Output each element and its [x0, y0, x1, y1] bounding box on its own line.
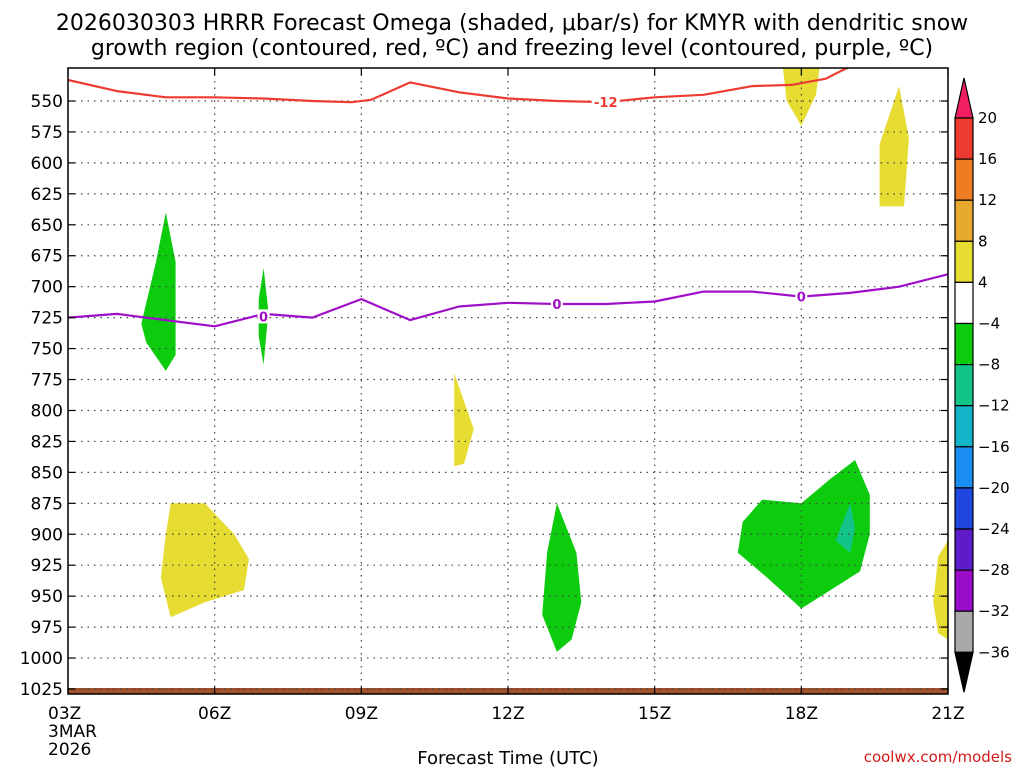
y-tick-label-675: 675 — [31, 247, 63, 267]
y-tick-label-925: 925 — [31, 556, 63, 576]
colorbar-box-7 — [954, 364, 974, 407]
colorbar-label-5: −4 — [978, 315, 1000, 333]
y-tick-label-600: 600 — [31, 154, 63, 174]
omega-positive-2 — [879, 86, 909, 207]
dendritic-growth -12C-line — [68, 68, 851, 104]
colorbar-box-10 — [954, 487, 974, 530]
y-tick-label-1000: 1000 — [20, 649, 63, 669]
colorbar-label-11: −28 — [978, 561, 1010, 579]
plot-area: -12 0 0 0 550 575 600 625 650 675 700 725 750 775 800 8… — [20, 67, 965, 724]
colorbar-box-3 — [954, 199, 974, 242]
y-tick-label-950: 950 — [31, 587, 63, 607]
colorbar-label-4: 4 — [978, 273, 988, 291]
colorbar: 20 16 12 8 4 −4 −8 −12 −16 −20 −24 −28 −32 −36 — [954, 77, 1010, 693]
colorbar-bottom-arrow — [954, 651, 974, 693]
y-tick-label-775: 775 — [31, 371, 63, 391]
colorbar-box-13 — [954, 610, 974, 653]
contour-label-3: 0 — [797, 291, 806, 306]
x-axis-title: Forecast Time (UTC) — [417, 748, 598, 768]
freezing-level 0C-line — [68, 273, 948, 328]
y-tick-label-825: 825 — [31, 432, 63, 452]
colorbar-box-8 — [954, 405, 974, 448]
x-tick-label-21: 21Z — [931, 704, 964, 724]
omega-negative-1 — [141, 212, 176, 371]
colorbar-box-5 — [954, 281, 974, 325]
y-tick-label-850: 850 — [31, 463, 63, 483]
y-tick-label-750: 750 — [31, 340, 63, 360]
colorbar-label-3: 8 — [978, 232, 988, 250]
y-tick-label-700: 700 — [31, 278, 63, 298]
colorbar-label-1: 16 — [978, 150, 997, 168]
y-tick-label-550: 550 — [31, 92, 63, 112]
y-tick-label-800: 800 — [31, 401, 63, 421]
plot-contents: -12 0 0 0 — [68, 68, 948, 694]
colorbar-label-10: −24 — [978, 520, 1010, 538]
y-tick-label-875: 875 — [31, 494, 63, 514]
x-tick-label-9: 09Z — [345, 704, 378, 724]
colorbar-label-2: 12 — [978, 191, 997, 209]
y-tick-label-650: 650 — [31, 216, 63, 236]
colorbar-box-9 — [954, 446, 974, 489]
colorbar-top-arrow — [954, 77, 974, 119]
omega-negative-3 — [542, 503, 582, 652]
x-tick-label-12: 12Z — [491, 704, 524, 724]
contour-label-bg-1 — [257, 309, 270, 324]
contour-label-2: 0 — [552, 298, 561, 313]
colorbar-label-0: 20 — [978, 109, 997, 127]
y-tick-label-625: 625 — [31, 185, 63, 205]
x-tick-label-6: 06Z — [198, 704, 231, 724]
contour-label-bg-0 — [591, 95, 620, 110]
y-tick-label-975: 975 — [31, 618, 63, 638]
credit-text: coolwx.com/models — [864, 748, 1012, 766]
y-tick-label-575: 575 — [31, 123, 63, 143]
colorbar-box-2 — [954, 158, 974, 201]
colorbar-label-8: −16 — [978, 438, 1010, 456]
y-tick-label-900: 900 — [31, 525, 63, 545]
colorbar-label-13: −36 — [978, 643, 1010, 661]
colorbar-label-12: −32 — [978, 602, 1010, 620]
x-tick-label-3: 03Z — [48, 704, 81, 724]
contour-label-0: -12 — [594, 96, 618, 111]
colorbar-label-7: −12 — [978, 397, 1010, 415]
chart-title-line-2: growth region (contoured, red, ºC) and f… — [91, 36, 933, 61]
x-start-date-month: 3MAR — [48, 722, 97, 742]
colorbar-label-6: −8 — [978, 356, 1000, 374]
x-start-date-year: 2026 — [48, 740, 91, 760]
omega-positive-5 — [933, 540, 948, 640]
x-tick-label-18: 18Z — [785, 704, 818, 724]
colorbar-box-4 — [954, 240, 974, 284]
x-tick-label-15: 15Z — [638, 704, 671, 724]
colorbar-box-11 — [954, 528, 974, 571]
omega-negative-5 — [835, 503, 856, 553]
omega-positive-4 — [160, 503, 249, 618]
colorbar-box-6 — [954, 322, 974, 366]
y-tick-label-725: 725 — [31, 309, 63, 329]
y-tick-label-1025: 1025 — [20, 680, 63, 700]
chart-title-line-1: 2026030303 HRRR Forecast Omega (shaded, … — [56, 11, 968, 36]
contour-label-bg-3 — [795, 289, 808, 304]
colorbar-box-1 — [954, 117, 974, 160]
colorbar-box-12 — [954, 569, 974, 612]
contour-label-bg-2 — [550, 297, 563, 312]
colorbar-label-9: −20 — [978, 479, 1010, 497]
contour-label-1: 0 — [259, 310, 268, 325]
omega-positive-3 — [454, 373, 474, 467]
